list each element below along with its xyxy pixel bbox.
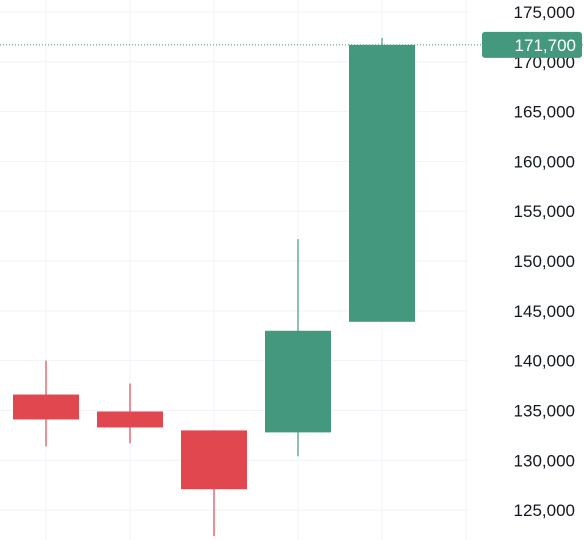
y-tick-label: 130,000 [514,451,575,470]
candle [13,360,79,447]
candle [181,430,247,537]
y-tick-label: 155,000 [514,202,575,221]
candle [265,239,331,457]
y-tick-label: 175,000 [514,3,575,22]
candle-body [349,44,415,322]
y-tick-label: 135,000 [514,401,575,420]
y-tick-label: 145,000 [514,302,575,321]
last-price-tag: 171,700 [482,31,582,58]
candle-body [13,394,79,420]
y-tick-label: 160,000 [514,152,575,171]
y-tick-label: 150,000 [514,252,575,271]
last-price-tag-bg [482,31,582,58]
candle-body [181,430,247,490]
y-tick-label: 165,000 [514,103,575,122]
candle [97,383,163,444]
candle-body [97,411,163,428]
candles [13,37,415,537]
y-axis: 125,000 130,000 135,000 140,000 145,000 150,0… [514,3,575,520]
candle-body [265,330,331,433]
y-tick-label: 125,000 [514,501,575,520]
last-price-tag-label: 171,700 [515,36,576,55]
candle [349,37,415,322]
y-tick-label: 140,000 [514,352,575,371]
